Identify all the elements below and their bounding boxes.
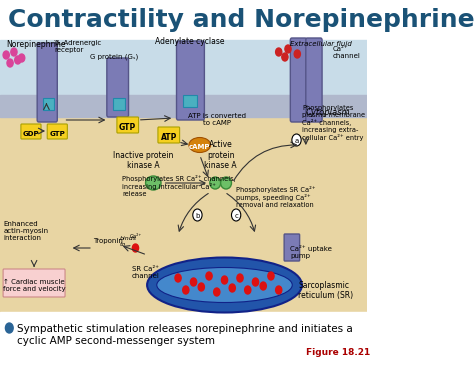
Circle shape (294, 50, 301, 58)
Text: Enhanced
actin-myosin
interaction: Enhanced actin-myosin interaction (4, 221, 49, 241)
Circle shape (275, 48, 282, 56)
Text: Extracellular fluid: Extracellular fluid (291, 41, 352, 47)
Ellipse shape (189, 138, 210, 153)
Text: Ca²⁺
channel: Ca²⁺ channel (333, 46, 361, 59)
Text: cAMP: cAMP (189, 144, 210, 150)
Text: ↑ Cardiac muscle
force and velocity: ↑ Cardiac muscle force and velocity (3, 279, 65, 291)
Text: Sympathetic stimulation releases norepinephrine and initiates a: Sympathetic stimulation releases norepin… (17, 324, 353, 334)
Circle shape (206, 272, 212, 280)
Text: Troponin: Troponin (93, 238, 123, 244)
FancyBboxPatch shape (158, 127, 180, 143)
Bar (0, 95, 367, 117)
Circle shape (198, 283, 204, 291)
Circle shape (275, 286, 282, 294)
Circle shape (15, 56, 21, 64)
Bar (113, 98, 126, 110)
Text: a: a (294, 138, 299, 144)
Circle shape (191, 278, 197, 286)
Text: GDP: GDP (23, 131, 39, 137)
Circle shape (268, 272, 274, 280)
Text: Adenylate cyclase: Adenylate cyclase (155, 37, 224, 46)
Text: Contractility and Norepinephrine: Contractility and Norepinephrine (8, 8, 474, 32)
Ellipse shape (147, 258, 302, 313)
Text: Phosphorylates
plasma membrane
Ca²⁺ channels,
increasing extra-
cellular Ca²⁺ en: Phosphorylates plasma membrane Ca²⁺ chan… (302, 105, 365, 141)
Text: SR Ca²⁺
channel: SR Ca²⁺ channel (132, 266, 159, 279)
Text: ATP: ATP (161, 132, 177, 142)
Text: c: c (234, 213, 238, 219)
Circle shape (260, 282, 266, 290)
Text: Cytoplasm: Cytoplasm (306, 108, 350, 117)
FancyBboxPatch shape (37, 43, 57, 122)
FancyBboxPatch shape (291, 38, 307, 122)
Circle shape (11, 48, 17, 56)
Circle shape (18, 54, 25, 62)
FancyBboxPatch shape (21, 124, 41, 139)
Text: Sarcoplasmic
reticulum (SR): Sarcoplasmic reticulum (SR) (298, 281, 353, 300)
Circle shape (252, 278, 259, 286)
Text: ATP is converted
to cAMP: ATP is converted to cAMP (188, 113, 246, 126)
Circle shape (214, 288, 220, 296)
Ellipse shape (157, 268, 292, 303)
Bar (0, 40, 367, 100)
Circle shape (5, 323, 13, 333)
Circle shape (231, 209, 241, 221)
Text: Phosphorylates SR Ca²⁺ channels,
increasing intracellular Ca²⁺
release: Phosphorylates SR Ca²⁺ channels, increas… (122, 175, 236, 197)
Text: Ca²⁺: Ca²⁺ (130, 234, 142, 239)
Circle shape (132, 244, 138, 252)
Text: Ca²⁺ uptake
pump: Ca²⁺ uptake pump (291, 245, 332, 259)
Circle shape (237, 274, 243, 282)
Ellipse shape (146, 176, 161, 190)
Text: GTP: GTP (49, 131, 65, 137)
FancyBboxPatch shape (176, 41, 204, 120)
Circle shape (282, 53, 288, 61)
Text: GTP: GTP (119, 123, 137, 131)
FancyBboxPatch shape (47, 124, 67, 139)
Circle shape (221, 276, 228, 284)
Text: Active
protein
kinase A: Active protein kinase A (204, 140, 237, 170)
Circle shape (182, 286, 189, 294)
Circle shape (3, 51, 9, 59)
FancyBboxPatch shape (284, 234, 300, 261)
FancyBboxPatch shape (3, 269, 65, 297)
Text: β₁-Adrenergic
receptor: β₁-Adrenergic receptor (54, 40, 101, 53)
Text: b: b (195, 213, 200, 219)
Bar (183, 95, 198, 107)
Text: cyclic AMP second-messenger system: cyclic AMP second-messenger system (17, 336, 215, 346)
Text: Inactive protein
kinase A: Inactive protein kinase A (113, 150, 173, 170)
Circle shape (193, 209, 202, 221)
Circle shape (229, 284, 236, 292)
Text: G protein (Gₛ): G protein (Gₛ) (91, 53, 139, 60)
Bar (0, 117, 367, 312)
Circle shape (175, 274, 181, 282)
FancyBboxPatch shape (107, 58, 128, 117)
Text: Figure 18.21: Figure 18.21 (306, 348, 370, 357)
Circle shape (245, 286, 251, 294)
Ellipse shape (210, 177, 221, 189)
Circle shape (292, 134, 301, 146)
FancyBboxPatch shape (306, 38, 322, 122)
Text: Phosphorylates SR Ca²⁺
pumps, speeding Ca²⁺
removal and relaxation: Phosphorylates SR Ca²⁺ pumps, speeding C… (236, 186, 316, 208)
Bar (43, 98, 54, 110)
Bar (0, 312, 367, 366)
Circle shape (7, 59, 13, 67)
Text: binds
to: binds to (120, 236, 137, 247)
Ellipse shape (221, 177, 231, 189)
Circle shape (285, 45, 291, 53)
Text: Norepinephrine: Norepinephrine (6, 40, 66, 49)
FancyBboxPatch shape (117, 117, 138, 133)
